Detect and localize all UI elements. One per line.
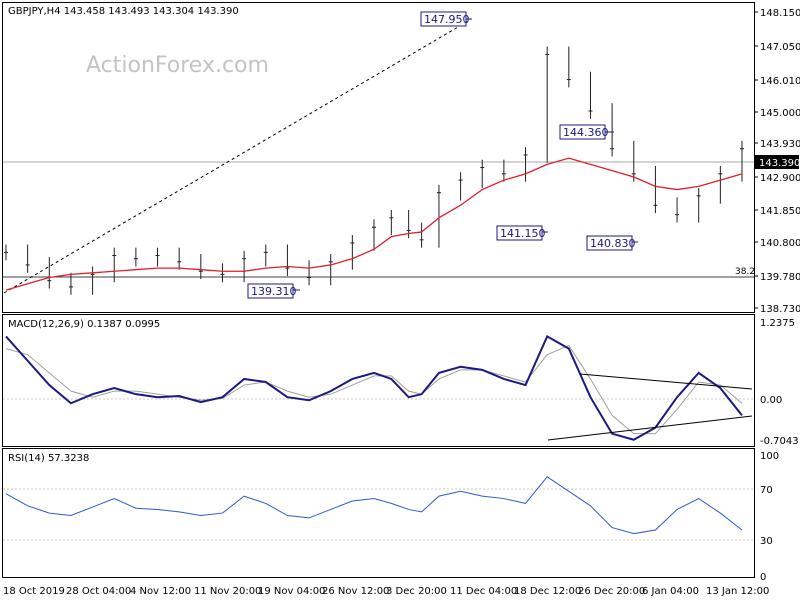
macd-tick-label: 0.00 <box>760 395 782 406</box>
low-139310-label: 139.310 <box>251 285 297 298</box>
rsi-pane-title: RSI(14) 57.3238 <box>8 453 89 464</box>
macd-main-line <box>5 335 743 441</box>
x-tick-label: 4 Nov 12:00 <box>130 586 191 597</box>
price-pane-title: GBPJPY,H4 143.458 143.493 143.304 143.39… <box>8 6 239 17</box>
price-pane-frame <box>2 2 755 313</box>
price-tick-label: 148.150 <box>760 8 800 19</box>
rsi-pane-frame <box>2 448 755 578</box>
rsi-line <box>5 476 743 535</box>
price-y-axis: 148.150 147.050 146.010 145.000 143.930 … <box>760 8 800 315</box>
macd-pane-frame <box>2 314 755 447</box>
high-144360-label: 144.360 <box>563 126 609 139</box>
low-141150-box <box>496 225 543 241</box>
x-tick-label: 6 Jan 04:00 <box>642 586 699 597</box>
rsi-tick-label: 0 <box>760 572 766 583</box>
rsi-tick-label: 70 <box>760 485 773 496</box>
price-tick-label: 145.000 <box>760 108 800 119</box>
fib-label: 38.2 <box>735 267 755 277</box>
current-price-box <box>755 155 799 169</box>
current-price-label: 143.390 <box>759 158 800 169</box>
macd-tick-label: -0.7043 <box>760 436 799 447</box>
x-tick-label: 11 Dec 04:00 <box>450 586 517 597</box>
macd-triangle-lower <box>547 415 753 441</box>
x-tick-label: 18 Oct 2019 <box>3 586 65 597</box>
macd-y-axis: 1.2375 0.00 -0.7043 <box>760 318 799 447</box>
low-139310-box <box>247 283 294 299</box>
x-tick-label: 26 Nov 12:00 <box>322 586 389 597</box>
low-140830-box <box>586 235 633 251</box>
low-140830-label: 140.830 <box>590 237 636 250</box>
trend-dashed-line <box>3 19 471 294</box>
x-tick-label: 3 Dec 20:00 <box>386 586 447 597</box>
x-tick-label: 18 Dec 12:00 <box>514 586 581 597</box>
macd-tick-label: 1.2375 <box>760 318 795 329</box>
price-annotations: 147.950 144.360 141.150 140.830 139.310 <box>247 11 638 299</box>
price-candles <box>4 46 744 295</box>
rsi-tick-label: 30 <box>760 536 773 547</box>
price-tick-label: 143.930 <box>760 139 800 150</box>
x-tick-label: 28 Oct 04:00 <box>66 586 131 597</box>
price-tick-label: 140.800 <box>760 238 800 249</box>
x-tick-label: 19 Nov 04:00 <box>258 586 325 597</box>
price-tick-label: 138.730 <box>760 304 800 315</box>
price-y-ticks <box>754 11 758 309</box>
macd-triangle-upper <box>579 373 753 390</box>
x-tick-label: 26 Dec 20:00 <box>578 586 645 597</box>
price-tick-label: 147.050 <box>760 42 800 53</box>
x-axis: 18 Oct 2019 28 Oct 04:00 4 Nov 12:00 11 … <box>3 586 769 597</box>
price-tick-label: 141.850 <box>760 206 800 217</box>
price-tick-label: 142.900 <box>760 173 800 184</box>
low-141150-label: 141.150 <box>500 227 546 240</box>
watermark-text: ActionForex.com <box>86 53 269 78</box>
moving-average-line <box>5 157 743 291</box>
x-tick-label: 11 Nov 20:00 <box>194 586 261 597</box>
rsi-tick-label: 100 <box>760 451 779 462</box>
macd-pane-title: MACD(12,26,9) 0.1387 0.0995 <box>8 319 160 330</box>
price-tick-label: 139.780 <box>760 272 800 283</box>
price-tick-label: 146.010 <box>760 76 800 87</box>
rsi-y-axis: 100 70 30 0 <box>760 451 779 583</box>
x-tick-label: 13 Jan 12:00 <box>706 586 769 597</box>
high-147950-label: 147.950 <box>424 13 470 26</box>
